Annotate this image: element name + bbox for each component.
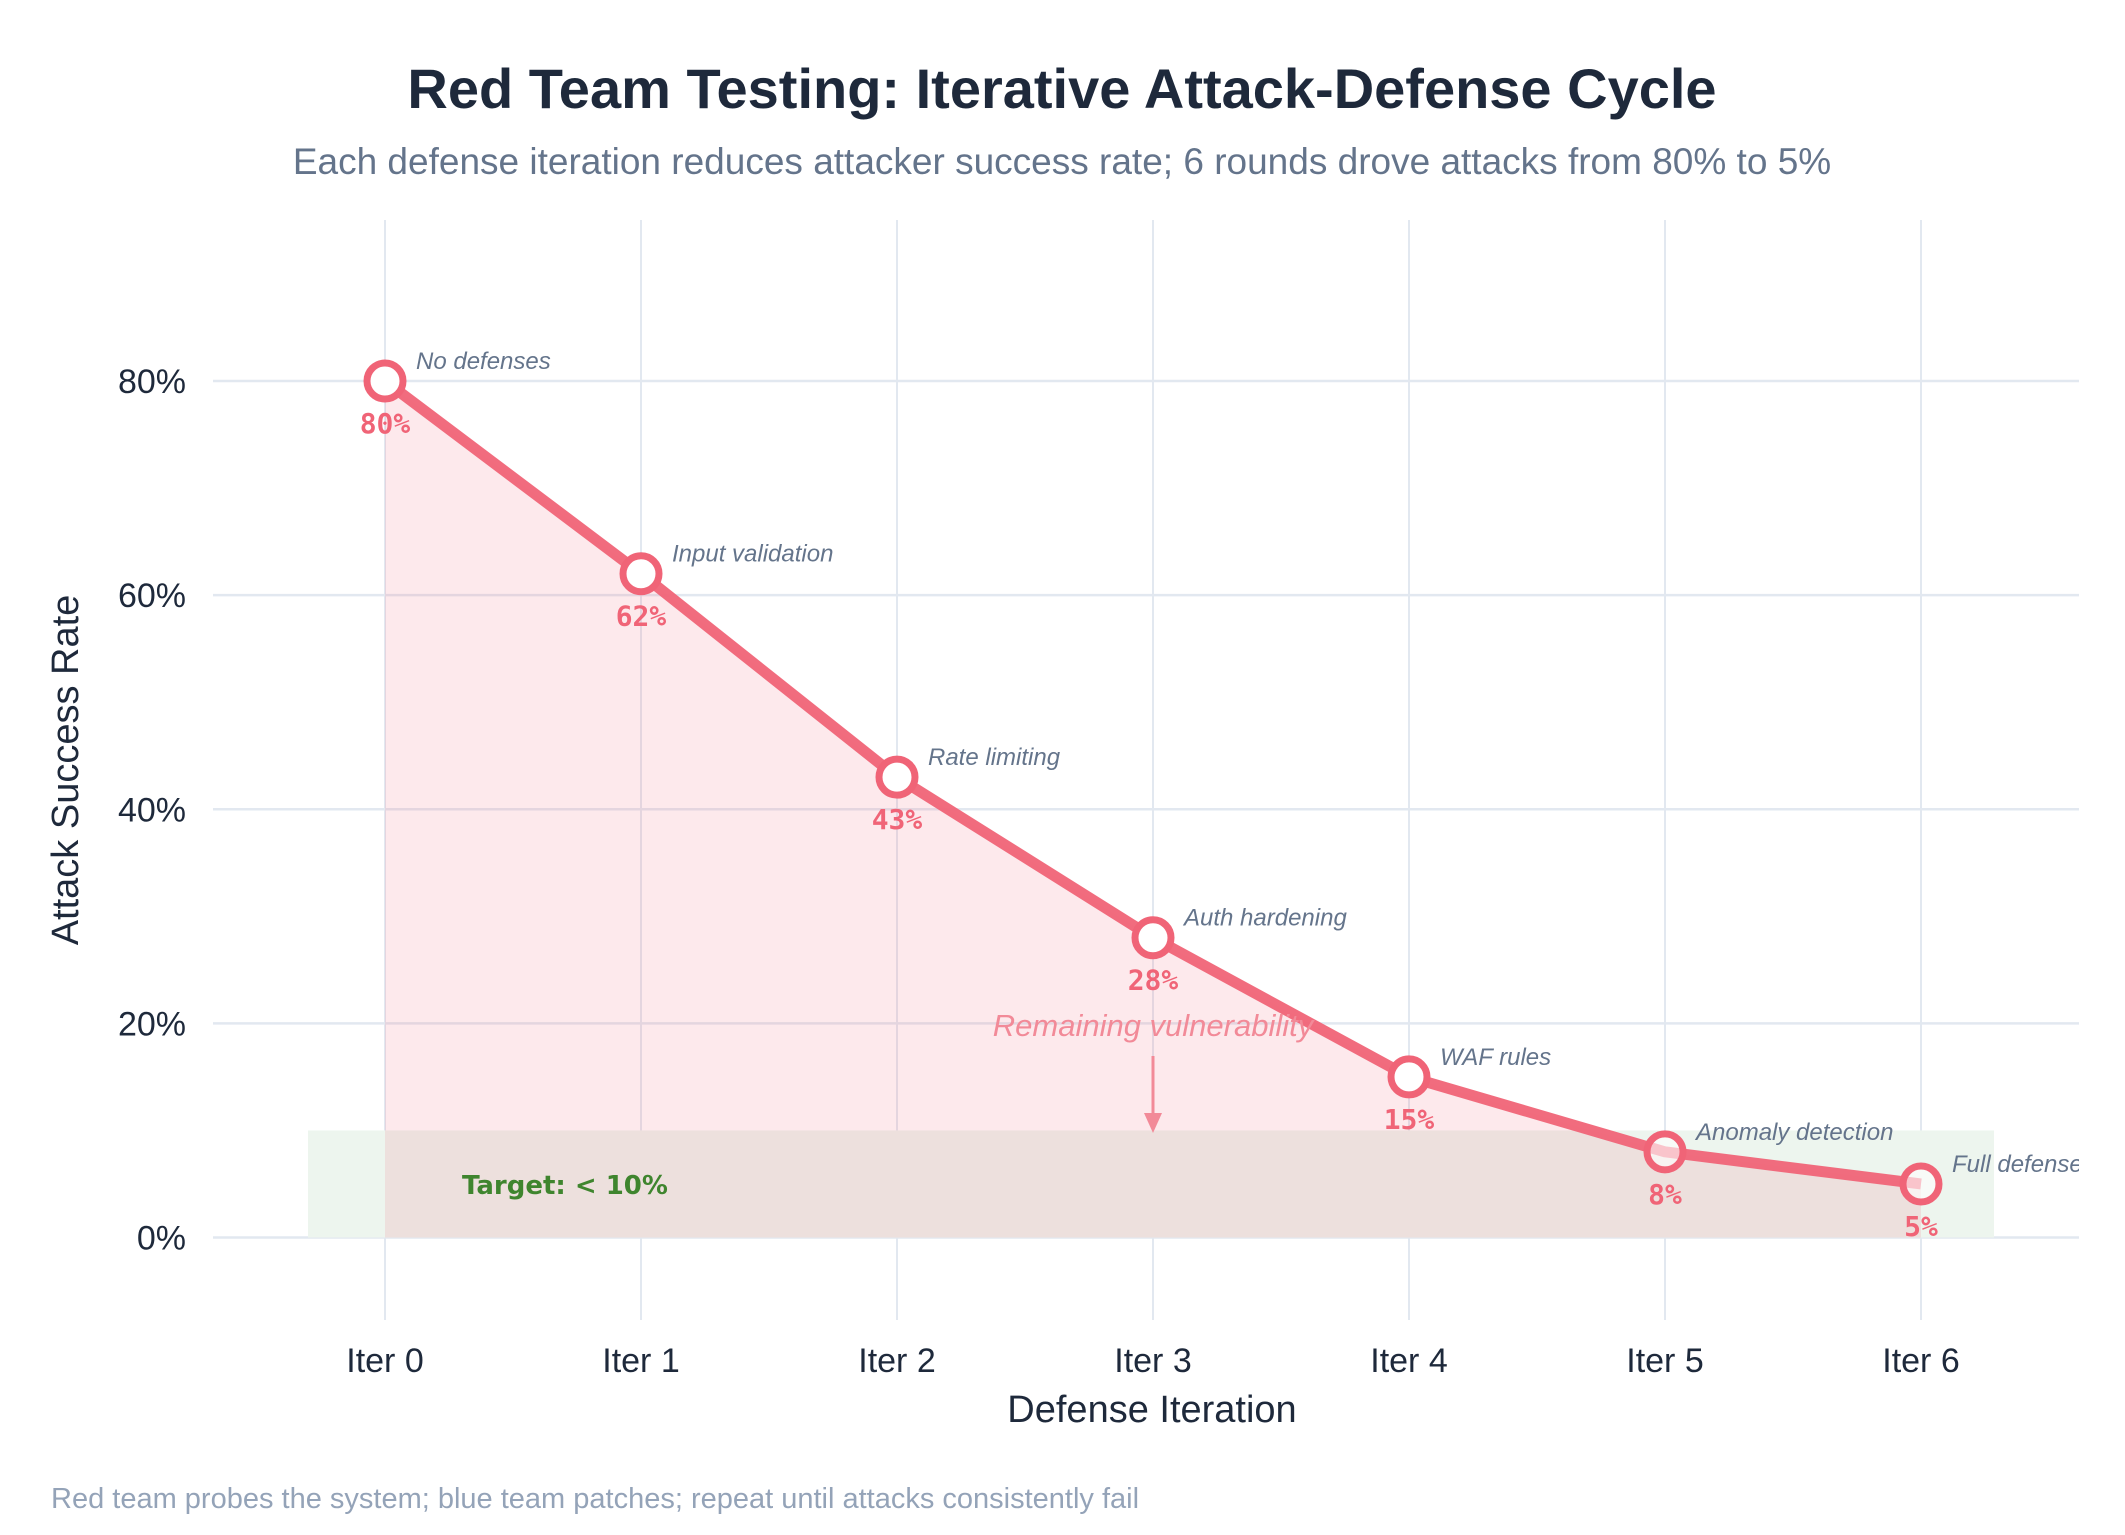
target-band: Target: < 10% [308,1130,1994,1238]
grid [213,220,2079,1320]
data-label: 28% [1128,964,1179,997]
y-axis-label: Attack Success Rate [45,595,87,946]
target-band-rect [308,1130,1994,1238]
data-point [875,755,919,799]
y-tick-label: 0% [137,1220,186,1258]
point-annotation: Full defense [1952,1151,2083,1178]
data-label: 43% [872,803,923,836]
x-tick-label: Iter 6 [1882,1342,1959,1380]
x-tick-label: Iter 5 [1626,1342,1703,1380]
chart-subtitle: Each defense iteration reduces attacker … [293,141,1831,182]
x-tick-label: Iter 3 [1114,1342,1191,1380]
ticks: 0% 20% 40% 60% 80% Iter 0 Iter 1 Iter 2 Iter 3 It… [118,363,1960,1380]
point-annotation: WAF rules [1440,1044,1551,1071]
target-label: Target: < 10% [462,1171,668,1201]
point-annotation: Auth hardening [1182,905,1347,932]
y-tick-label: 40% [118,791,186,829]
data-point [363,359,407,403]
point-annotation: Input validation [672,541,833,568]
y-tick-label: 20% [118,1005,186,1043]
y-tick-label: 60% [118,577,186,615]
data-label: 8% [1648,1178,1682,1211]
x-tick-label: Iter 4 [1370,1342,1447,1380]
data-point [619,552,663,596]
data-point [1387,1055,1431,1099]
annotation-arrow-head [1144,1113,1162,1133]
x-tick-label: Iter 0 [346,1342,423,1380]
point-annotation: Anomaly detection [1694,1119,1893,1146]
series: Remaining vulnerability 80% No defenses 62%… [360,348,2083,1243]
chart-title: Red Team Testing: Iterative Attack-Defen… [407,57,1716,120]
x-axis-label: Defense Iteration [1007,1389,1296,1431]
data-label: 62% [616,600,667,633]
x-tick-label: Iter 2 [858,1342,935,1380]
remaining-vulnerability-label: Remaining vulnerability [993,1008,1316,1043]
data-point [1131,916,1175,960]
point-annotation: No defenses [416,348,551,375]
data-point [1643,1130,1687,1174]
point-annotation: Rate limiting [928,744,1061,771]
data-label: 80% [360,407,411,440]
data-label: 15% [1384,1103,1435,1136]
data-label: 5% [1904,1210,1938,1243]
x-tick-label: Iter 1 [602,1342,679,1380]
data-point [1899,1162,1943,1206]
y-tick-label: 80% [118,363,186,401]
area-fill [385,381,1921,1238]
footnote: Red team probes the system; blue team pa… [51,1483,1139,1515]
